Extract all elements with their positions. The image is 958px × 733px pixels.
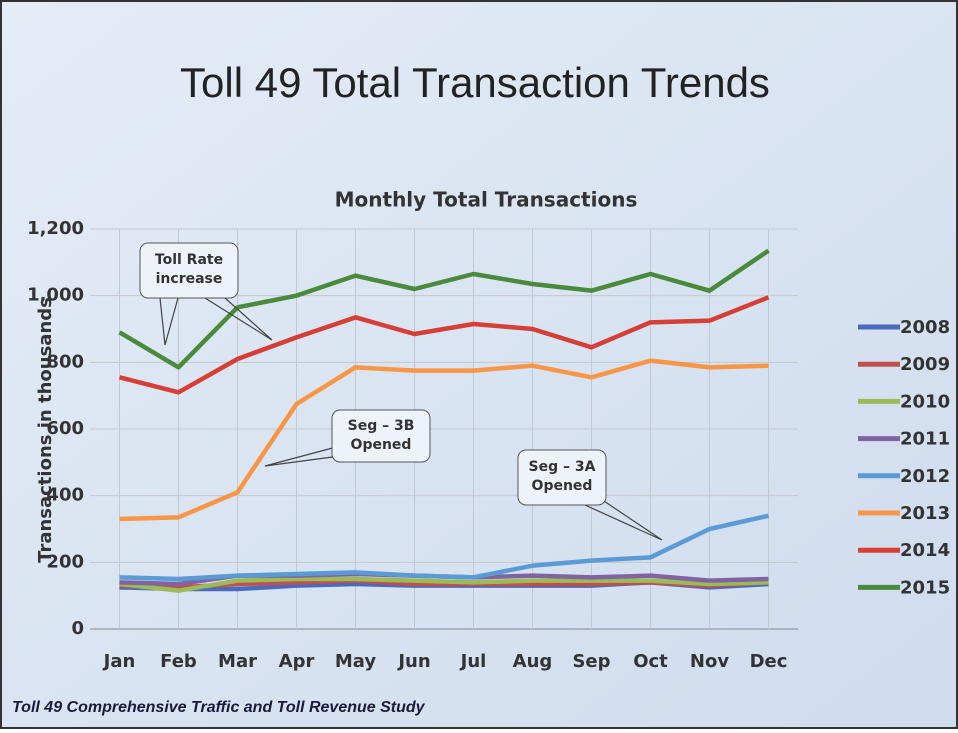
legend-label: 2009: [900, 354, 950, 375]
y-axis-label: Transactions in thousands: [35, 297, 56, 563]
x-tick-label: Mar: [218, 651, 257, 672]
callout-text: Toll Rate: [155, 252, 223, 268]
x-tick-label: Sep: [572, 651, 610, 672]
y-tick-label: 1,200: [27, 218, 84, 239]
pointer: [264, 445, 341, 467]
callout-box: [331, 409, 431, 463]
x-tick-label: Nov: [690, 651, 729, 672]
pointer: [584, 494, 663, 541]
footer: Toll 49 Comprehensive Traffic and Toll R…: [12, 699, 426, 716]
legend-label: 2008: [900, 317, 950, 338]
series-line: [118, 295, 770, 395]
legend-label: 2012: [900, 466, 950, 487]
series-line: [118, 248, 770, 370]
x-tick-label: Aug: [513, 651, 553, 672]
y-tick-label: 600: [46, 418, 84, 439]
y-tick-label: 400: [46, 485, 84, 506]
callout-text: Seg – 3B: [348, 418, 415, 434]
series-line: [119, 513, 769, 582]
pointer: [159, 297, 179, 346]
legend-label: 2011: [900, 429, 950, 450]
callout-text: increase: [156, 271, 223, 287]
series-line: [119, 576, 769, 593]
legend-label: 2013: [900, 503, 950, 524]
x-tick-label: May: [335, 651, 377, 672]
y-tick-label: 0: [71, 618, 84, 639]
x-tick-label: Jun: [396, 651, 430, 672]
lines: [118, 248, 770, 593]
callout-text: Opened: [532, 478, 593, 494]
y-tick-label: 200: [46, 551, 84, 572]
x-tick-label: Apr: [279, 651, 315, 672]
legend-label: 2010: [900, 391, 950, 412]
x-tick-label: Jan: [102, 651, 136, 672]
x-tick-label: Feb: [160, 651, 197, 672]
callouts: [139, 242, 663, 541]
series-line: [119, 358, 769, 522]
callout-box: [139, 242, 239, 299]
pointer: [204, 297, 273, 341]
callout-text: Seg – 3A: [529, 459, 596, 475]
callout-pointers: [159, 297, 663, 541]
callout-text: Opened: [351, 437, 412, 453]
x-tick-label: Jul: [459, 651, 487, 672]
chart-title: Monthly Total Transactions: [335, 188, 638, 212]
x-tick-label: Oct: [633, 651, 668, 672]
legend-label: 2015: [900, 577, 950, 598]
slide-title: Toll 49 Total Transaction Trends: [180, 59, 770, 106]
x-tick-label: Dec: [750, 651, 788, 672]
y-tick-label: 800: [46, 351, 84, 372]
callout-box: [517, 449, 607, 506]
legend-label: 2014: [900, 540, 950, 561]
y-tick-label: 1,000: [27, 285, 84, 306]
